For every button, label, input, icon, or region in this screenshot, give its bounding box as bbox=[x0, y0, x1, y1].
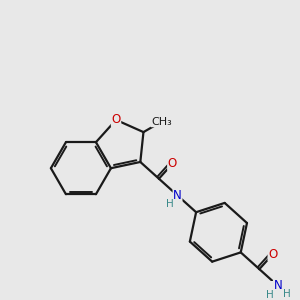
Text: H: H bbox=[283, 289, 290, 299]
Text: H: H bbox=[166, 199, 174, 209]
Text: N: N bbox=[173, 189, 182, 202]
Text: N: N bbox=[274, 279, 282, 292]
Text: H: H bbox=[266, 290, 274, 299]
Text: CH₃: CH₃ bbox=[151, 117, 172, 127]
Text: O: O bbox=[268, 248, 278, 261]
Text: O: O bbox=[111, 113, 121, 126]
Text: O: O bbox=[168, 157, 177, 170]
